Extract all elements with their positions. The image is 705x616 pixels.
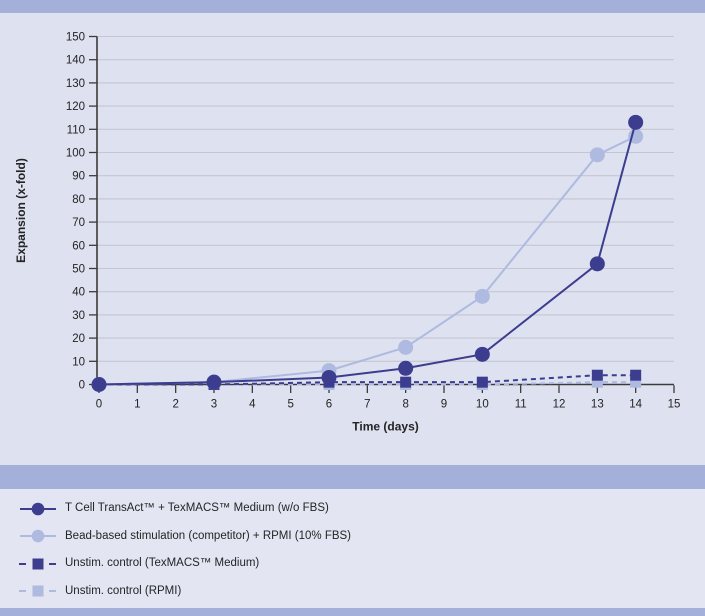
legend-item-unstim-texmacs: Unstim. control (TexMACS™ Medium) [0,550,705,578]
x-tick-label: 9 [441,399,447,411]
x-tick-label: 11 [515,399,527,411]
data-point-transact [398,360,414,376]
dark-circle-solid-line-icon [20,502,56,516]
data-point-bead-based [398,339,414,355]
legend-label: Bead-based stimulation (competitor) + RP… [65,529,352,542]
data-point-transact [321,370,337,386]
x-axis-title: Time (days) [352,420,418,434]
x-tick-label: 1 [134,399,140,411]
data-point-unstim-texmacs [400,376,412,388]
data-point-unstim-texmacs [630,369,642,381]
x-tick-label: 8 [402,399,408,411]
y-tick-label: 60 [72,240,85,252]
y-tick-label: 90 [72,171,85,183]
series-line-transact [98,122,637,386]
y-tick-label: 0 [79,380,85,392]
x-tick-label: 6 [326,399,332,411]
y-tick-label: 50 [72,264,85,276]
y-tick-label: 100 [66,148,85,160]
x-tick-label: 14 [629,399,642,411]
x-tick-label: 15 [668,399,681,411]
series-line-bead-based [98,135,637,386]
data-point-bead-based [474,288,490,304]
bottom-accent-band [0,608,705,616]
data-point-unstim-rpmi [591,376,603,388]
data-point-transact [589,256,605,272]
separator-band [0,465,705,489]
x-tick-label: 4 [249,399,256,411]
dark-square-dashed-line-icon [19,558,56,570]
data-point-transact [206,374,222,390]
x-tick-label: 5 [287,399,293,411]
y-tick-label: 130 [66,78,85,90]
y-tick-label: 20 [72,333,85,345]
x-tick-label: 12 [553,399,566,411]
data-point-bead-based [589,147,605,163]
y-tick-label: 150 [66,32,85,44]
y-tick-label: 110 [67,124,85,136]
y-tick-label: 10 [72,356,85,368]
legend-label: Unstim. control (TexMACS™ Medium) [65,557,260,569]
chart-area: 0 10 20 30 40 50 60 70 80 90 100 110 120 130 140 150 0 1 2… [0,13,705,465]
legend-item-unstim-rpmi: Unstim. control (RPMI) [0,578,705,606]
y-axis-title: Expansion (x-fold) [14,158,28,263]
x-tick-label: 10 [476,399,489,411]
chart-legend: T Cell TransAct™ + TexMACS™ Medium (w/o … [0,489,705,608]
x-tick-label: 13 [591,399,604,411]
x-tick-label: 0 [96,399,102,411]
x-tick-label: 2 [172,399,178,411]
light-circle-solid-line-icon [20,529,56,543]
data-point-transact [91,377,107,392]
legend-label: T Cell TransAct™ + TexMACS™ Medium (w/o … [65,502,329,514]
y-tick-label: 120 [66,101,85,113]
legend-label: Unstim. control (RPMI) [65,584,182,597]
top-accent-band [0,0,705,13]
x-tick-label: 3 [211,399,217,411]
y-tick-label: 30 [72,310,85,322]
data-point-unstim-rpmi [630,376,642,388]
data-point-transact [628,114,644,130]
legend-item-transact: T Cell TransAct™ + TexMACS™ Medium (w/o … [0,495,705,523]
data-point-unstim-texmacs [591,369,603,381]
data-point-unstim-texmacs [476,376,488,388]
light-square-dashed-line-icon [19,585,56,597]
legend-item-bead-based: Bead-based stimulation (competitor) + RP… [0,523,705,551]
x-tick-label: 7 [364,399,370,411]
y-tick-label: 140 [66,55,85,67]
data-point-transact [474,346,490,362]
y-tick-label: 70 [72,217,85,229]
y-tick-label: 80 [72,194,85,206]
y-tick-label: 40 [72,287,85,299]
